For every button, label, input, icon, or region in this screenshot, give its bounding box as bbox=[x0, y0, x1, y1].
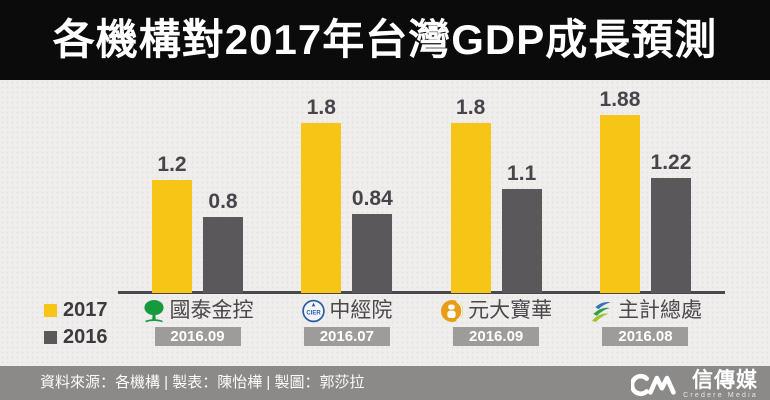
value-label-2017-元大寶華: 1.8 bbox=[456, 96, 486, 119]
cathay-tree-icon bbox=[142, 299, 166, 324]
dgbas-swoosh-icon bbox=[589, 299, 614, 324]
category-name: 元大寶華 bbox=[468, 299, 553, 322]
legend-item-2016: 2016 bbox=[44, 325, 108, 348]
value-label-2017-國泰金控: 1.2 bbox=[157, 153, 187, 176]
cier-seal-icon: CIER bbox=[301, 299, 325, 323]
category-label-國泰金控: 國泰金控 bbox=[142, 298, 254, 324]
yuanta-coin-icon bbox=[440, 299, 464, 323]
svg-text:CIER: CIER bbox=[306, 311, 321, 317]
cm-logo-icon bbox=[631, 372, 679, 398]
credit-text: 資料來源：各機構 | 製表：陳怡樺 | 製圖：郭莎拉 bbox=[40, 374, 365, 391]
bar-2016-元大寶華 bbox=[501, 189, 542, 293]
page-title: 各機構對2017年台灣GDP成長預測 bbox=[52, 16, 718, 63]
legend-label-2017: 2017 bbox=[63, 298, 108, 321]
value-label-2016-國泰金控: 0.8 bbox=[208, 190, 238, 213]
value-label-2016-中經院: 0.84 bbox=[351, 187, 393, 210]
bar-2017-中經院 bbox=[301, 123, 342, 293]
bar-2017-元大寶華 bbox=[450, 123, 491, 293]
category-name: 主計總處 bbox=[617, 299, 702, 322]
category-name: 國泰金控 bbox=[169, 299, 254, 322]
bar-2017-主計總處 bbox=[599, 115, 640, 293]
legend-label-2016: 2016 bbox=[63, 325, 108, 348]
value-label-2017-主計總處: 1.88 bbox=[599, 88, 641, 111]
logo-text: 信傳媒 bbox=[692, 369, 758, 392]
legend-swatch-2017 bbox=[44, 303, 57, 317]
forecast-date-badge-中經院: 2016.07 bbox=[303, 327, 390, 346]
x-axis-line bbox=[118, 291, 725, 294]
chart-legend: 2017 2016 bbox=[44, 298, 108, 354]
title-bar: 各機構對2017年台灣GDP成長預測 bbox=[0, 0, 770, 80]
category-name: 中經院 bbox=[329, 299, 393, 322]
value-label-2016-元大寶華: 1.1 bbox=[507, 162, 537, 185]
bar-2016-中經院 bbox=[352, 214, 393, 293]
bar-2016-主計總處 bbox=[650, 178, 691, 293]
value-label-2016-主計總處: 1.22 bbox=[650, 151, 692, 174]
category-label-主計總處: 主計總處 bbox=[589, 298, 702, 324]
credere-media-logo: 信傳媒 Credere Media bbox=[631, 370, 758, 400]
legend-item-2017: 2017 bbox=[44, 298, 108, 321]
legend-swatch-2016 bbox=[44, 330, 57, 344]
footer-bar: 資料來源：各機構 | 製表：陳怡樺 | 製圖：郭莎拉 信傳媒 Credere M… bbox=[0, 366, 770, 400]
bar-2016-國泰金控 bbox=[203, 217, 243, 293]
category-label-中經院: CIER 中經院 bbox=[301, 298, 392, 324]
value-label-2017-中經院: 1.8 bbox=[306, 96, 336, 119]
forecast-date-badge-國泰金控: 2016.09 bbox=[154, 327, 241, 346]
category-label-元大寶華: 元大寶華 bbox=[440, 298, 552, 324]
bar-2017-國泰金控 bbox=[152, 180, 192, 293]
forecast-date-badge-元大寶華: 2016.09 bbox=[453, 327, 540, 346]
logo-subtext: Credere Media bbox=[683, 392, 758, 399]
forecast-date-badge-主計總處: 2016.08 bbox=[602, 327, 689, 346]
